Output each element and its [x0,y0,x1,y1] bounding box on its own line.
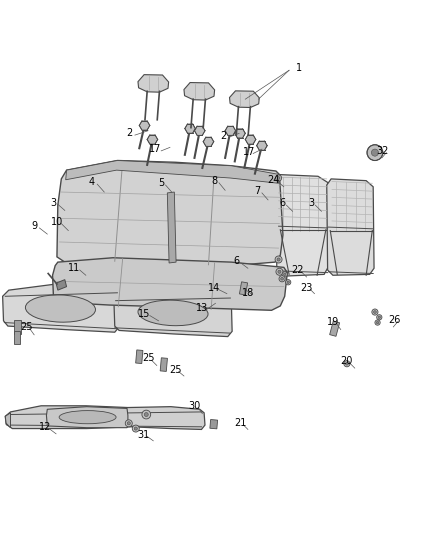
Polygon shape [53,258,287,310]
Polygon shape [194,126,205,135]
Circle shape [134,427,138,430]
Polygon shape [160,358,167,372]
Text: 5: 5 [158,178,164,188]
Circle shape [372,309,378,315]
Polygon shape [57,160,283,265]
Text: 17: 17 [243,147,255,157]
Text: 3: 3 [50,198,57,207]
Text: 12: 12 [39,422,51,432]
Circle shape [376,321,379,324]
Circle shape [281,277,283,280]
Circle shape [378,316,381,319]
Text: 13: 13 [196,303,208,313]
Circle shape [283,273,286,276]
Polygon shape [235,129,245,138]
Ellipse shape [25,295,95,322]
Polygon shape [138,75,169,92]
Polygon shape [257,141,267,150]
Circle shape [282,272,287,277]
Polygon shape [210,419,218,429]
Text: 2: 2 [126,128,132,139]
Circle shape [344,361,350,367]
Polygon shape [14,331,20,344]
Circle shape [277,176,280,180]
Circle shape [127,422,131,425]
Polygon shape [5,413,11,427]
Text: 1: 1 [296,63,302,72]
Text: 25: 25 [20,322,32,332]
Polygon shape [240,282,247,295]
Circle shape [277,258,280,261]
Text: 9: 9 [31,221,37,231]
Circle shape [278,270,281,273]
Circle shape [346,362,348,365]
Circle shape [374,311,376,313]
Text: 3: 3 [309,198,315,208]
Polygon shape [14,320,21,334]
Ellipse shape [138,300,208,326]
Circle shape [286,280,291,285]
Text: 8: 8 [212,176,218,186]
Text: 32: 32 [377,146,389,156]
Text: 17: 17 [149,144,162,154]
Text: 15: 15 [138,309,151,319]
Text: 25: 25 [142,353,154,364]
Polygon shape [225,126,236,135]
Text: 30: 30 [188,401,201,411]
Text: 4: 4 [89,177,95,188]
Text: 6: 6 [233,256,240,266]
Text: 7: 7 [254,186,261,196]
Polygon shape [167,192,176,263]
Text: 23: 23 [300,282,313,293]
Polygon shape [147,135,158,144]
Circle shape [287,281,290,284]
Polygon shape [46,407,128,427]
Text: 6: 6 [279,198,285,208]
Circle shape [132,425,139,432]
Text: 19: 19 [327,317,339,327]
Circle shape [142,410,151,419]
Text: 2: 2 [220,131,226,141]
Polygon shape [245,135,256,144]
Polygon shape [66,160,279,183]
Circle shape [367,145,383,160]
Text: 25: 25 [169,365,181,375]
Polygon shape [230,91,259,108]
Circle shape [371,149,378,156]
Polygon shape [184,83,215,100]
Polygon shape [139,121,150,130]
Text: 26: 26 [388,315,400,325]
Text: 10: 10 [51,217,63,227]
Text: 20: 20 [340,356,352,366]
Circle shape [144,413,148,416]
Polygon shape [330,321,339,336]
Circle shape [125,420,132,427]
Text: 24: 24 [267,175,279,185]
Text: 22: 22 [292,265,304,275]
Text: 11: 11 [68,263,81,273]
Text: 14: 14 [208,282,220,293]
Text: 21: 21 [234,418,246,429]
Text: 18: 18 [242,288,254,298]
Polygon shape [5,406,205,430]
Circle shape [276,175,282,181]
Polygon shape [185,124,195,133]
Polygon shape [3,284,119,332]
Polygon shape [56,280,67,290]
Circle shape [275,256,282,263]
Circle shape [276,268,283,275]
Polygon shape [114,291,232,336]
Text: 31: 31 [138,430,150,440]
Polygon shape [203,137,214,146]
Circle shape [375,320,380,325]
Polygon shape [136,350,143,364]
Polygon shape [276,174,328,276]
Circle shape [377,314,382,320]
Circle shape [279,276,285,282]
Polygon shape [327,179,374,275]
Ellipse shape [59,410,116,424]
